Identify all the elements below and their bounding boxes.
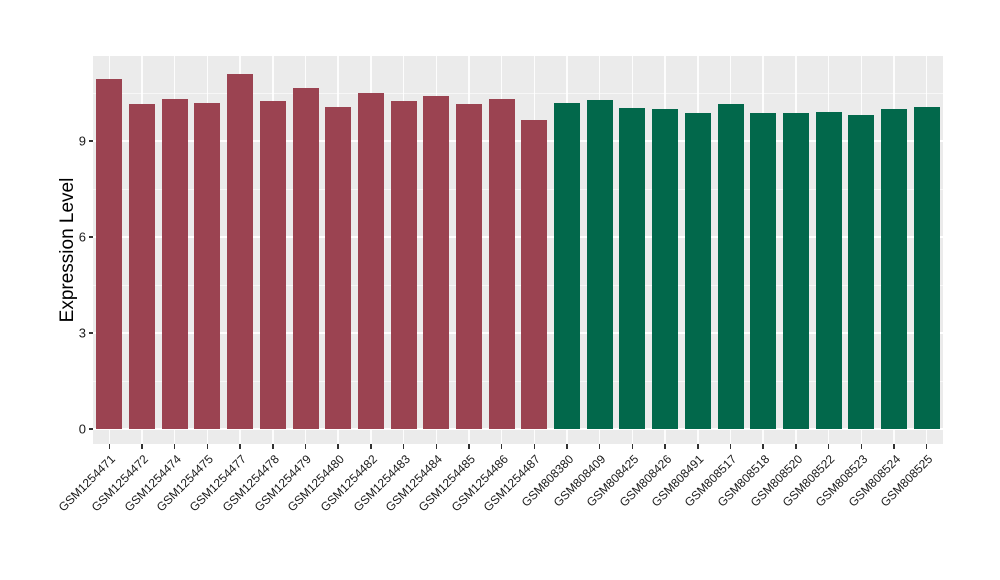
x-tick-mark [468,444,470,449]
x-tick-mark [435,444,438,449]
x-tick-mark [598,444,601,449]
major-gridline [93,428,943,430]
bar-GSM1254478 [259,100,286,429]
minor-gridline [93,93,943,94]
major-gridline [93,332,943,334]
bar-GSM1254483 [390,101,417,429]
bar-GSM808522 [815,111,842,429]
bar-GSM1254471 [96,78,123,429]
bar-GSM808380 [554,103,581,429]
x-tick-mark [860,444,863,449]
bar-GSM1254484 [423,95,450,429]
bar-GSM1254475 [194,103,221,429]
x-tick-mark [141,444,143,449]
bar-GSM1254480 [325,107,352,429]
x-tick-mark [108,444,111,449]
x-tick-mark [337,444,339,449]
minor-gridline [93,381,943,382]
bar-GSM1254474 [161,99,188,429]
x-tick-mark [762,444,764,449]
bar-GSM1254487 [521,119,548,429]
bar-GSM1254477 [227,74,254,429]
x-tick-mark [827,444,830,449]
bar-GSM1254485 [455,103,482,429]
y-axis-title: Expression Level [57,177,78,323]
x-tick-mark [697,444,699,449]
y-tick-label: 0 [78,421,86,437]
y-tick-mark [88,428,93,430]
bar-GSM1254486 [488,98,515,429]
bar-GSM808517 [717,104,744,429]
x-tick-mark [566,444,568,449]
x-tick-mark [500,444,503,449]
x-tick-mark [206,444,209,449]
x-tick-mark [664,444,666,449]
bar-GSM1254479 [292,88,319,429]
bar-GSM808523 [848,114,875,429]
x-tick-mark [729,444,732,449]
y-tick-label: 6 [78,229,86,245]
bar-GSM808520 [782,112,809,429]
plot-panel [93,56,943,444]
bar-GSM808525 [913,106,940,429]
x-tick-mark [402,444,405,449]
minor-gridline [93,285,943,286]
bar-GSM808425 [619,107,646,429]
bar-GSM808491 [684,113,711,429]
x-tick-mark [533,444,536,449]
y-tick-mark [88,332,93,334]
x-tick-mark [272,444,274,449]
y-tick-mark [88,140,93,142]
x-tick-mark [631,444,634,449]
x-tick-mark [239,444,241,449]
y-tick-mark [88,236,93,238]
x-tick-mark [925,444,928,449]
x-tick-mark [795,444,797,449]
x-tick-mark [893,444,895,449]
y-tick-label: 3 [78,325,86,341]
major-gridline [93,140,943,142]
x-tick-mark [173,444,176,449]
bar-GSM808518 [750,112,777,429]
x-tick-mark [304,444,307,449]
y-tick-label: 9 [78,133,86,149]
bar-GSM808426 [652,108,679,429]
major-gridline [93,236,943,238]
x-tick-mark [370,444,372,449]
bar-GSM808409 [586,99,613,429]
bar-GSM808524 [880,109,907,429]
minor-gridline [93,189,943,190]
bar-GSM1254482 [357,93,384,429]
bar-GSM1254472 [129,103,156,429]
